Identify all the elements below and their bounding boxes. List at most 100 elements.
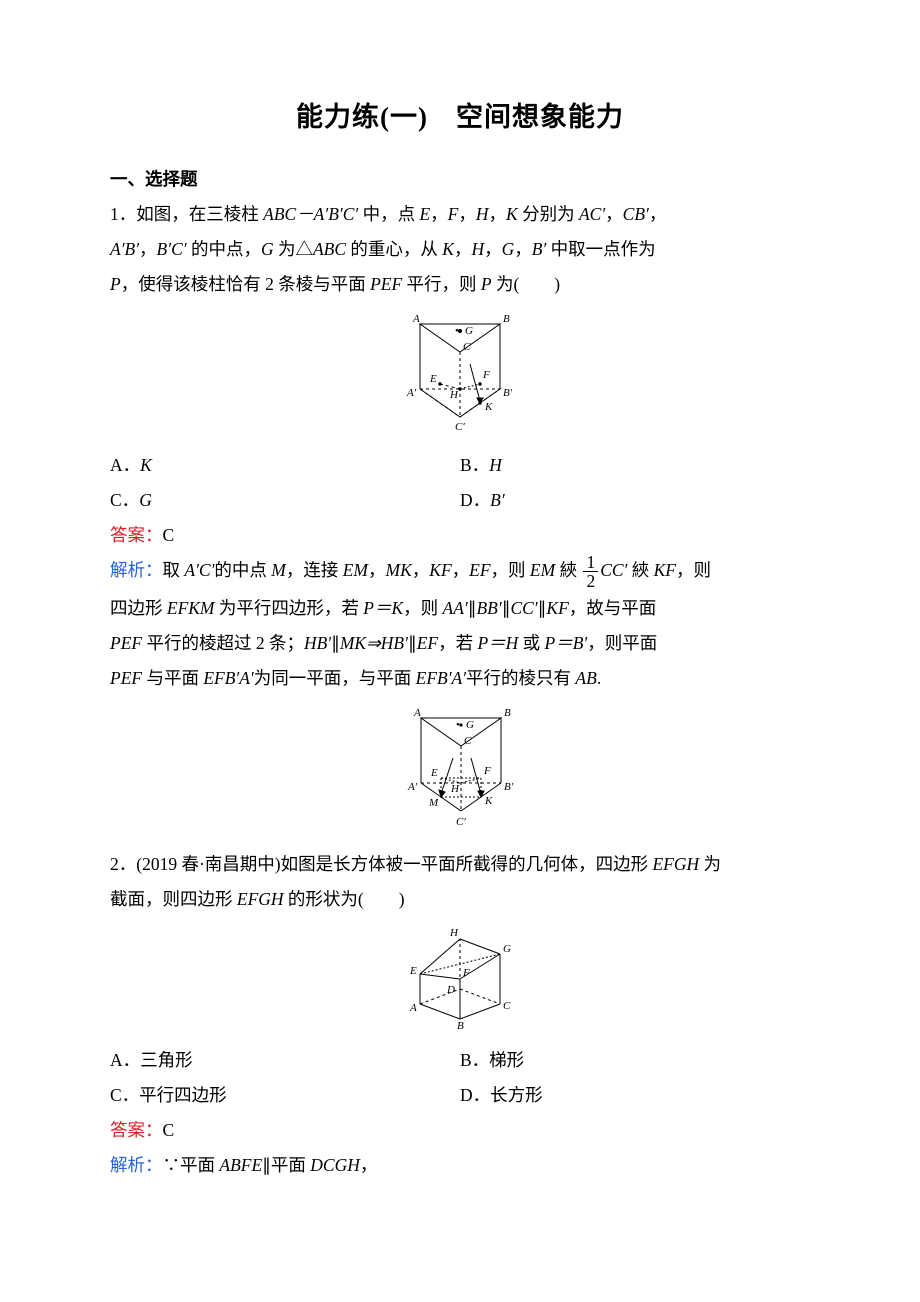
math: P＝H [477,633,518,653]
label-F: F [462,967,470,979]
math: P [481,274,492,294]
q2-option-b: B．梯形 [460,1043,810,1078]
math: G [261,239,274,259]
math: F [448,204,459,224]
text: ，若 [438,633,477,653]
label-B: B [504,707,511,719]
text: 的形状为( ) [284,889,405,909]
label-C: C [503,1000,511,1012]
text: ， [489,204,507,224]
text: ∥平面 [262,1155,310,1175]
text: ， [139,239,157,259]
label-H: H [449,927,459,939]
text: ， [412,560,430,580]
text: 的重心，从 [346,239,442,259]
q2-option-c: C．平行四边形 [110,1078,460,1113]
math: P＝B′ [545,633,588,653]
math: BB′ [476,598,501,618]
q1-analysis-line3: PEF 平行的棱超过 2 条；HB′∥MK⇒HB′∥EF，若 P＝H 或 P＝B… [110,626,810,661]
math: EM [530,560,555,580]
label-M: M [428,797,439,809]
text: 取 [163,560,185,580]
math: EF [469,560,490,580]
label-D: D [446,984,455,996]
math: K [506,204,518,224]
math: P＝K [363,598,403,618]
math: MK⇒HB′ [340,633,408,653]
q2-stem-line2: 截面，则四边形 EFGH 的形状为( ) [110,882,810,917]
math: EFB′A′ [416,668,466,688]
text: 中取一点作为 [546,239,655,259]
label-Bp: B′ [504,781,514,793]
text: ∥ [331,633,340,653]
svg-text:•: • [455,325,459,337]
text: 截面，则四边形 [110,889,237,909]
q1-analysis-line2: 四边形 EFKM 为平行四边形，若 P＝K，则 AA′∥BB′∥CC′∥KF，故… [110,591,810,626]
text: 中，点 [358,204,419,224]
numerator: 1 [583,553,598,572]
text: 四边形 [110,598,167,618]
math: EF [417,633,438,653]
math: AB [575,668,596,688]
answer-value: C [163,1120,175,1140]
math: M [271,560,286,580]
text: 平行，则 [402,274,481,294]
section-heading: 一、选择题 [110,162,810,197]
label-Cp: C′ [455,421,465,433]
text: 为 [699,854,721,874]
text: 与平面 [142,668,203,688]
math: A′C′ [184,560,214,580]
math: AC′ [579,204,605,224]
q1-option-d: D．B′ [460,483,810,518]
label-Ap: A′ [406,387,417,399]
math: ABC [313,239,346,259]
text: ，则平面 [587,633,657,653]
math: EFGH [652,854,699,874]
q2-analysis: 解析：∵平面 ABFE∥平面 DCGH， [110,1148,810,1183]
text: ∵平面 [163,1155,220,1175]
label-A: A [409,1002,417,1014]
label-E: E [429,373,437,385]
label-F: F [483,765,491,777]
value: K [140,455,152,475]
label-H: H [449,389,459,401]
text: 为同一平面，与平面 [254,668,416,688]
q2-stem-line1: 2．(2019 春·南昌期中)如图是长方体被一平面所截得的几何体，四边形 EFG… [110,847,810,882]
label: C． [110,490,139,510]
text: ， [649,204,667,224]
label-Bp: B′ [503,387,513,399]
q1-option-c: C．G [110,483,460,518]
label-B: B [457,1020,464,1029]
text: ，则 [491,560,530,580]
math: A′B′ [110,239,139,259]
math: CC′ [510,598,537,618]
text: 平行的棱超过 2 条； [142,633,304,653]
label-K: K [484,401,493,413]
analysis-label: 解析： [110,560,163,580]
text: ，则 [676,560,711,580]
label-Cp: C′ [456,816,466,828]
q1-option-a: A．K [110,448,460,483]
label-Ap: A′ [407,781,418,793]
math: K [442,239,454,259]
q1-stem-line1: 1．如图，在三棱柱 ABC－A′B′C′ 中，点 E，F，H，K 分别为 AC′… [110,197,810,232]
text: 为平行四边形，若 [215,598,364,618]
label-E: E [430,767,438,779]
math: B′C′ [157,239,187,259]
math: H [471,239,484,259]
denominator: 2 [583,572,598,590]
math: P [110,274,121,294]
math: B′ [532,239,547,259]
math: EFGH [237,889,284,909]
q1-answer: 答案：C [110,518,810,553]
value: H [489,455,502,475]
text: 为( ) [492,274,561,294]
q2-option-d: D．长方形 [460,1078,810,1113]
label: D． [460,490,490,510]
label-C: C [464,735,472,747]
text: 綊 [555,560,581,580]
analysis-label: 解析： [110,1155,163,1175]
label: B． [460,455,489,475]
q2-figure: A B C D E F G H [110,919,810,1041]
q1-analysis-line1: 解析：取 A′C′的中点 M，连接 EM，MK，KF，EF，则 EM 綊 12C… [110,553,810,591]
